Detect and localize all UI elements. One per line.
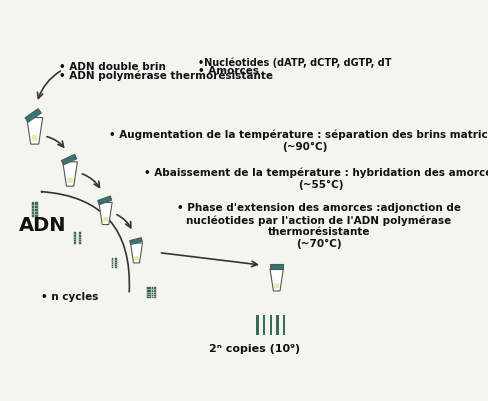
FancyArrowPatch shape: [41, 192, 129, 292]
Polygon shape: [274, 284, 279, 288]
Text: • Amorces: • Amorces: [197, 66, 258, 76]
Bar: [115, 258, 117, 268]
Text: • Augmentation de la température : séparation des brins matrices
(~90°C): • Augmentation de la température : sépar…: [109, 129, 488, 152]
Bar: [74, 232, 76, 244]
Bar: [79, 232, 81, 244]
Bar: [263, 315, 265, 335]
Polygon shape: [98, 196, 112, 205]
Text: • Phase d'extension des amorces :adjonction de
nucléotides par l'action de l'ADN: • Phase d'extension des amorces :adjonct…: [177, 203, 460, 248]
Polygon shape: [62, 162, 77, 187]
Bar: [146, 288, 148, 298]
Polygon shape: [61, 155, 77, 166]
Bar: [269, 315, 271, 335]
Bar: [32, 203, 34, 218]
Polygon shape: [32, 136, 38, 141]
Text: • Abaissement de la température : hybridation des amorces
(~55°C): • Abaissement de la température : hybrid…: [143, 168, 488, 190]
Text: 2ⁿ copies (10⁹): 2ⁿ copies (10⁹): [208, 343, 300, 353]
Polygon shape: [269, 269, 283, 291]
Bar: [35, 203, 38, 218]
Bar: [256, 315, 258, 335]
Bar: [283, 315, 285, 335]
Bar: [149, 288, 151, 298]
Polygon shape: [269, 265, 283, 269]
Polygon shape: [130, 243, 142, 263]
Text: • ADN polymérase thermorésistante: • ADN polymérase thermorésistante: [59, 71, 272, 81]
Polygon shape: [27, 118, 42, 145]
Polygon shape: [134, 256, 139, 261]
Polygon shape: [67, 178, 73, 184]
Polygon shape: [129, 238, 142, 245]
Bar: [276, 315, 278, 335]
Bar: [154, 288, 155, 298]
Text: •Nucléotides (dATP, dCTP, dGTP, dT: •Nucléotides (dATP, dCTP, dGTP, dT: [197, 57, 390, 68]
Polygon shape: [25, 109, 41, 123]
Bar: [151, 288, 153, 298]
Polygon shape: [102, 217, 108, 222]
Text: • ADN double brin: • ADN double brin: [59, 62, 165, 71]
Text: • n cycles: • n cycles: [41, 291, 98, 301]
Bar: [111, 258, 113, 268]
Text: ADN: ADN: [19, 215, 66, 235]
Polygon shape: [99, 203, 112, 225]
